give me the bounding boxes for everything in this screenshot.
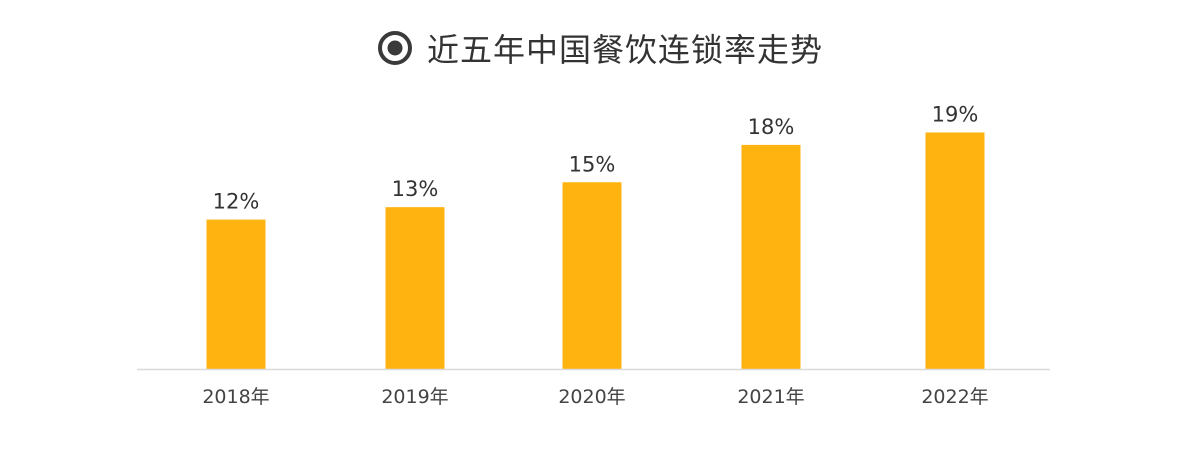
x-tick-label: 2022年: [921, 386, 988, 408]
data-label: 18%: [748, 115, 795, 139]
bar-2022年: [925, 132, 985, 369]
x-tick-label: 2018年: [202, 386, 269, 408]
bar-2019年: [385, 207, 445, 369]
bar-2021年: [741, 144, 801, 369]
x-tick-label: 2021年: [737, 386, 804, 408]
chart-title-text: 近五年中国餐饮连锁率走势: [426, 31, 823, 69]
bar-2018年: [206, 219, 266, 369]
data-label: 13%: [392, 177, 439, 201]
data-label: 15%: [569, 152, 616, 176]
data-label: 19%: [932, 102, 979, 126]
chart-title: 近五年中国餐饮连锁率走势: [0, 22, 1200, 74]
x-tick-label: 2019年: [381, 386, 448, 408]
bar-2020年: [562, 182, 622, 369]
data-label: 12%: [213, 190, 260, 214]
x-tick-label: 2020年: [558, 386, 625, 408]
target-circle-icon: [377, 31, 412, 65]
